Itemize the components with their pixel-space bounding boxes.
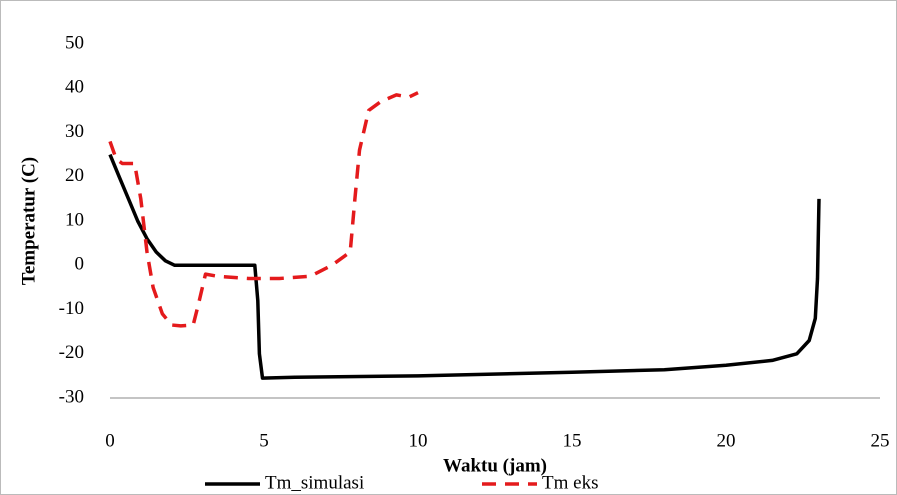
legend-label: Tm_simulasi [265,472,364,493]
chart-border [1,1,897,495]
y-tick-label: -30 [59,386,84,407]
x-tick-label: 0 [105,430,115,451]
x-tick-label: 20 [717,430,736,451]
y-tick-label: 0 [75,254,85,275]
y-axis-label: Temperatur (C) [18,157,39,285]
y-tick-label: 40 [65,77,84,98]
y-tick-label: 50 [65,32,84,53]
y-tick-label: -10 [59,298,84,319]
x-tick-label: 25 [871,430,890,451]
y-tick-label: 30 [65,121,84,142]
x-tick-label: 15 [563,430,582,451]
y-tick-label: 20 [65,165,84,186]
y-tick-label: 10 [65,209,84,230]
x-axis-label: Waktu (jam) [443,455,547,476]
y-tick-label: -20 [59,342,84,363]
page: {"chart_data": {"type": "line", "xlabel"… [0,0,897,495]
chart: Waktu (jam) Temperatur (C) -30 -20 -10 0 10 2… [0,0,897,495]
x-tick-label: 5 [259,430,269,451]
legend-label: Tm eks [542,472,598,493]
x-tick-label: 10 [409,430,428,451]
